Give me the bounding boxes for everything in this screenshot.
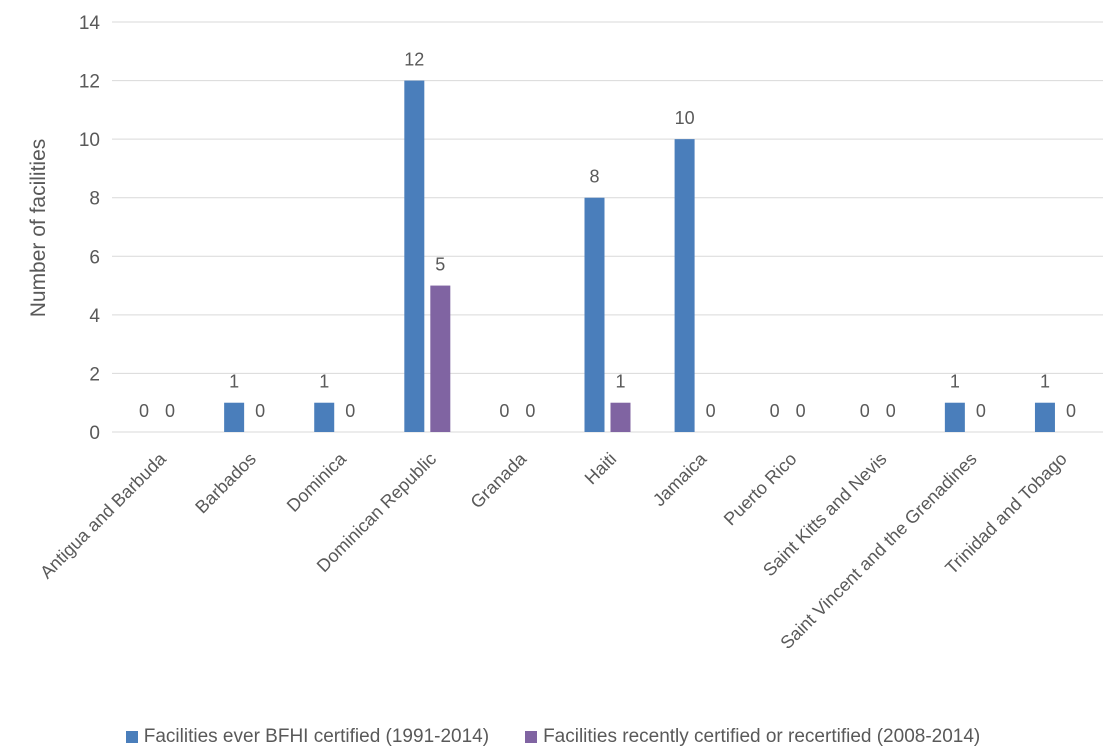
x-tick-label: Puerto Rico	[720, 449, 801, 530]
bar-recent-3	[430, 285, 451, 432]
data-label: 12	[404, 50, 424, 70]
bar-ever-2	[314, 402, 335, 432]
data-label: 0	[770, 401, 780, 421]
data-label: 0	[706, 401, 716, 421]
y-axis-ticks: 0 2 4 6 8 10 12 14	[79, 13, 101, 444]
data-label: 0	[499, 401, 509, 421]
x-tick-label: Barbados	[191, 449, 260, 518]
legend-label-recently-certified: Facilities recently certified or recerti…	[543, 726, 981, 747]
legend-swatch-ever-certified	[125, 731, 138, 743]
legend-item-recently-certified: Facilities recently certified or recerti…	[525, 726, 980, 748]
y-tick-label: 6	[89, 247, 100, 268]
data-label: 0	[976, 401, 986, 421]
x-axis-labels: Antigua and Barbuda Barbados DominicaDomin…	[36, 448, 1071, 653]
data-label: 0	[165, 401, 175, 421]
data-label: 1	[229, 372, 239, 392]
data-label: 0	[796, 401, 806, 421]
data-label: 0	[525, 401, 535, 421]
y-tick-label: 2	[89, 364, 100, 385]
bar-ever-9	[944, 402, 965, 432]
bar-recent-5	[610, 402, 631, 432]
data-label: 1	[319, 372, 329, 392]
x-tick-label: Saint Vincent and the Grenadines	[776, 449, 980, 653]
legend-label-ever-certified: Facilities ever BFHI certified (1991-201…	[143, 726, 490, 747]
y-tick-label: 12	[79, 72, 100, 93]
data-label: 10	[675, 108, 695, 128]
y-tick-label: 4	[89, 306, 100, 327]
legend-swatch-recently-certified	[525, 731, 538, 743]
data-label: 0	[886, 401, 896, 421]
y-axis-title: Number of facilities	[27, 139, 50, 318]
data-label: 1	[615, 372, 625, 392]
legend-item-ever-certified: Facilities ever BFHI certified (1991-201…	[125, 726, 490, 748]
legend: Facilities ever BFHI certified (1991-201…	[0, 726, 1106, 748]
x-tick-label: Granada	[467, 448, 531, 512]
bar-ever-10	[1034, 402, 1055, 432]
data-label: 0	[139, 401, 149, 421]
bar-ever-1	[224, 402, 245, 432]
data-label: 1	[950, 372, 960, 392]
bar-ever-3	[404, 80, 425, 433]
data-label: 0	[1066, 401, 1076, 421]
data-label: 1	[1040, 372, 1050, 392]
bar-ever-6	[674, 139, 695, 432]
data-label: 0	[860, 401, 870, 421]
y-tick-label: 0	[89, 423, 100, 444]
data-label: 8	[589, 167, 599, 187]
data-label: 0	[255, 401, 265, 421]
y-tick-label: 14	[79, 13, 101, 34]
y-tick-label: 10	[79, 130, 100, 151]
x-tick-label: Dominica	[283, 448, 351, 516]
bars	[224, 80, 1055, 433]
x-tick-label: Jamaica	[649, 448, 711, 510]
data-label: 5	[435, 255, 445, 275]
x-tick-label: Haiti	[581, 449, 621, 489]
x-tick-label: Antigua and Barbuda	[36, 448, 170, 582]
y-tick-label: 8	[89, 189, 100, 210]
gridlines	[112, 21, 1103, 433]
bar-ever-5	[584, 197, 605, 432]
data-label: 0	[345, 401, 355, 421]
